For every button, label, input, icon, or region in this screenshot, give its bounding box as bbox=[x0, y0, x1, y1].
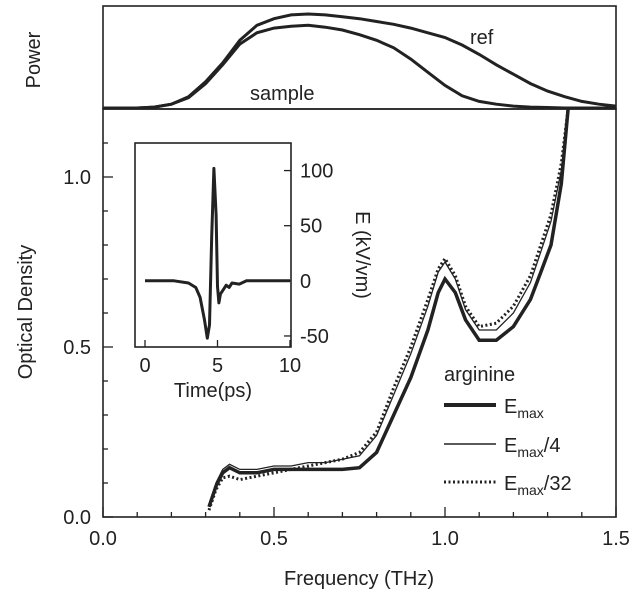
od-line-e_max bbox=[207, 108, 570, 508]
sample-annotation: sample bbox=[250, 83, 314, 105]
od-xlabel: Frequency (THz) bbox=[284, 568, 434, 590]
y-tick-label: 1.0 bbox=[63, 167, 91, 189]
x-tick-label: 0.5 bbox=[260, 528, 288, 550]
inset-x-tick-label: 10 bbox=[279, 355, 301, 377]
od-series-group bbox=[207, 108, 570, 511]
inset-y-tick-label: 50 bbox=[300, 216, 322, 238]
inset-series-group bbox=[145, 166, 290, 340]
inset-y-tick-label: 0 bbox=[300, 271, 311, 293]
inset-x-tick-label: 0 bbox=[139, 355, 150, 377]
inset-panel: 0 5 10 100 50 0 -50 Time(ps) E (kV/vm) bbox=[134, 142, 373, 402]
legend-entry-emax-32: Emax/32 bbox=[444, 473, 572, 498]
od-axes-group: 0.0 0.5 1.0 1.5 0.0 0.5 1.0 bbox=[63, 142, 630, 550]
power-panel: Power ref sample bbox=[23, 5, 617, 110]
power-line-ref bbox=[103, 12, 617, 110]
inset-ylabel: E (kV/vm) bbox=[351, 211, 373, 299]
od-ylabel: Optical Density bbox=[15, 245, 37, 380]
power-panel-frame bbox=[102, 5, 617, 110]
od-panel: Optical Density Frequency (THz) 0.0 0.5 1.… bbox=[15, 108, 630, 590]
y-tick-label: 0.5 bbox=[63, 337, 91, 359]
od-line-e_max-4 bbox=[208, 108, 569, 507]
inset-y-tick-label: 100 bbox=[300, 161, 333, 183]
inset-y-tick-label: -50 bbox=[300, 326, 329, 348]
legend: arginine Emax Emax/4 Emax/32 bbox=[444, 364, 572, 498]
legend-entry-emax-4: Emax/4 bbox=[444, 435, 560, 460]
legend-label-emax: Emax bbox=[504, 396, 544, 421]
ref-annotation: ref bbox=[470, 27, 494, 49]
x-tick-label: 0.0 bbox=[89, 528, 117, 550]
inset-axes-group: 0 5 10 100 50 0 -50 bbox=[139, 161, 333, 377]
x-tick-label: 1.0 bbox=[431, 528, 459, 550]
legend-label-emax-32: Emax/32 bbox=[504, 473, 572, 498]
power-ylabel: Power bbox=[23, 31, 45, 88]
power-series-group bbox=[103, 12, 617, 110]
y-tick-label: 0.0 bbox=[63, 507, 91, 529]
x-tick-label: 1.5 bbox=[602, 528, 630, 550]
inset-waveform-line bbox=[145, 166, 290, 340]
legend-title: arginine bbox=[444, 364, 515, 386]
legend-label-emax-4: Emax/4 bbox=[504, 435, 560, 460]
inset-x-tick-label: 5 bbox=[212, 355, 223, 377]
inset-frame bbox=[134, 142, 292, 348]
inset-xlabel: Time(ps) bbox=[174, 380, 252, 402]
power-line-sample bbox=[103, 23, 616, 110]
legend-entry-emax: Emax bbox=[444, 396, 544, 421]
